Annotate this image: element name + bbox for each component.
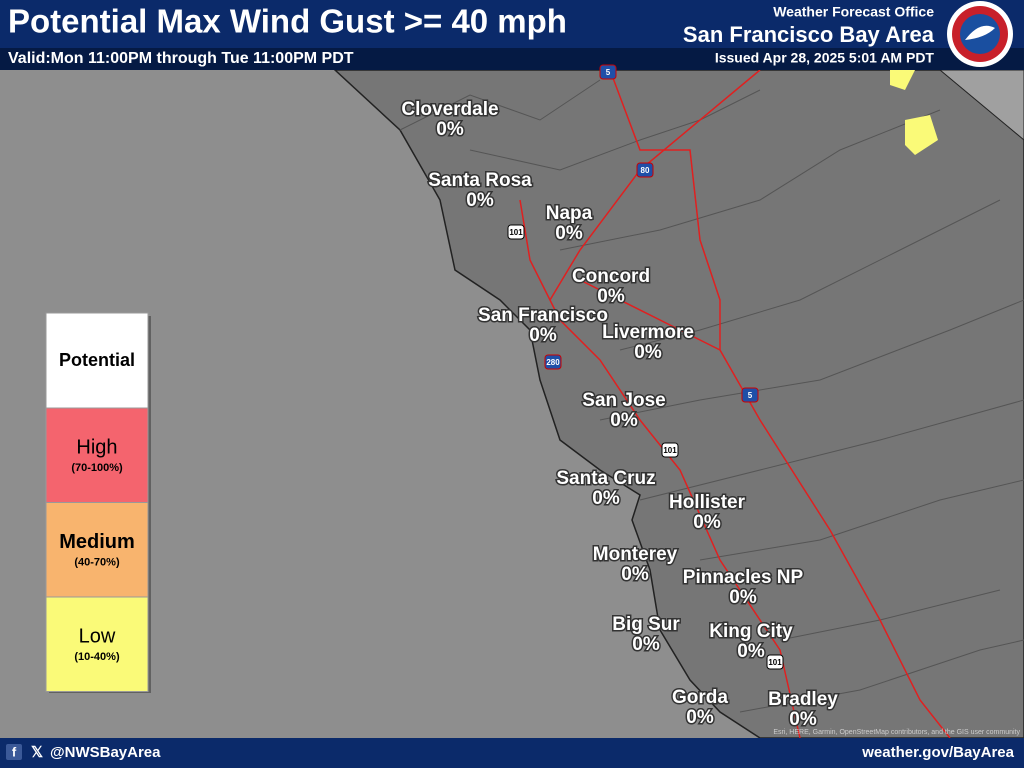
legend-label: Medium xyxy=(59,531,135,553)
highway-number: 80 xyxy=(641,166,650,175)
header-band xyxy=(0,0,1024,48)
city-value: 0% xyxy=(555,223,583,244)
city-name: Bradley xyxy=(768,689,838,710)
highway-shield xyxy=(507,224,525,240)
highway-shield xyxy=(636,162,654,178)
highway-number: 5 xyxy=(606,68,611,77)
legend-swatch xyxy=(45,596,149,692)
highways xyxy=(519,69,951,739)
county-lines xyxy=(399,79,1024,713)
city-value: 0% xyxy=(610,410,638,431)
city-value: 0% xyxy=(634,342,662,363)
city-value: 0% xyxy=(621,564,649,585)
title: Potential Max Wind Gust >= 40 mph xyxy=(8,3,567,40)
city-name: San Francisco xyxy=(478,305,608,326)
highway-number: 101 xyxy=(509,228,523,237)
city-name: Cloverdale xyxy=(401,99,498,120)
city-name: Santa Rosa xyxy=(428,170,532,191)
facebook-glyph: f xyxy=(12,744,17,759)
legend-swatch xyxy=(45,407,149,503)
footer-band xyxy=(0,738,1024,768)
city-name: San Jose xyxy=(582,390,665,411)
highway-shield xyxy=(661,442,679,458)
city-value: 0% xyxy=(529,325,557,346)
city-value: 0% xyxy=(632,634,660,655)
city-name: Livermore xyxy=(602,322,694,343)
valid-band xyxy=(0,48,1024,70)
legend-swatch xyxy=(45,502,149,598)
highway-number: 101 xyxy=(663,446,677,455)
highway-shield xyxy=(599,64,617,80)
city-name: King City xyxy=(709,621,793,642)
legend-label: High xyxy=(76,436,117,458)
city-name: Napa xyxy=(546,203,593,224)
city-name: Pinnacles NP xyxy=(683,567,804,588)
legend-range: (10-40%) xyxy=(74,651,120,663)
city-name: Gorda xyxy=(672,687,728,708)
area: San Francisco Bay Area xyxy=(683,22,935,47)
city-value: 0% xyxy=(729,587,757,608)
city-value: 0% xyxy=(436,119,464,140)
city-name: Monterey xyxy=(593,544,678,565)
footer-url[interactable]: weather.gov/BayArea xyxy=(861,744,1014,761)
valid-time: Valid:Mon 11:00PM through Tue 11:00PM PD… xyxy=(8,50,354,67)
highway-number: 280 xyxy=(546,358,560,367)
legend: Potential High (70-100%) Medium (40-70%) Low… xyxy=(45,312,151,693)
city-name: Santa Cruz xyxy=(556,468,655,489)
attribution: Esri, HERE, Garmin, OpenStreetMap contri… xyxy=(773,729,1020,736)
legend-range: (40-70%) xyxy=(74,556,120,568)
low-area xyxy=(905,115,938,155)
city-name: Concord xyxy=(572,266,650,287)
low-area xyxy=(890,70,915,90)
issued: Issued Apr 28, 2025 5:01 AM PDT xyxy=(715,50,935,66)
city-value: 0% xyxy=(597,286,625,307)
city-value: 0% xyxy=(737,641,765,662)
city-value: 0% xyxy=(466,190,494,211)
city-value: 0% xyxy=(693,512,721,533)
highway-shield xyxy=(741,387,759,403)
legend-title: Potential xyxy=(59,350,135,370)
city-name: Hollister xyxy=(669,492,746,513)
nws-logo xyxy=(947,1,1013,67)
office: Weather Forecast Office xyxy=(773,4,934,20)
city-value: 0% xyxy=(686,707,714,728)
x-icon[interactable]: 𝕏 xyxy=(31,744,43,761)
footer-handle[interactable]: @NWSBayArea xyxy=(50,744,161,761)
city-value: 0% xyxy=(789,709,817,730)
highway-number: 101 xyxy=(768,658,782,667)
city-value: 0% xyxy=(592,488,620,509)
city-name: Big Sur xyxy=(612,614,680,635)
highway-number: 5 xyxy=(748,391,753,400)
facebook-icon[interactable] xyxy=(6,744,22,760)
legend-label: Low xyxy=(79,625,116,647)
highway-shield xyxy=(766,654,784,670)
highway-shield xyxy=(544,354,562,370)
legend-range: (70-100%) xyxy=(71,462,123,474)
